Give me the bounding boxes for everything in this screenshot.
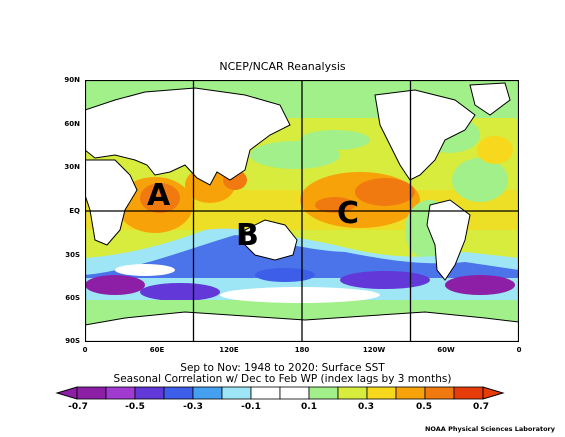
colorbar-label-neg-0-3: -0.3 <box>183 402 203 412</box>
lon-label-180: 180 <box>294 346 310 354</box>
colorbar-swatch <box>163 386 194 400</box>
region-c-label: C <box>337 196 360 231</box>
white-patch-2 <box>115 264 175 276</box>
colorbar-label-0-5: 0.5 <box>416 402 432 412</box>
colorbar-swatch <box>279 386 310 400</box>
colorbar-right-arrow <box>482 386 505 400</box>
sst-correlation-map <box>85 80 519 342</box>
lon-label-0-end: 0 <box>516 346 522 354</box>
lat-label-90s: 90S <box>65 337 80 345</box>
central-pacific-core-2 <box>315 197 355 213</box>
lat-label-eq: EQ <box>69 207 80 215</box>
colorbar-swatch <box>424 386 455 400</box>
lon-label-60w: 60W <box>437 346 455 354</box>
map-frame <box>85 80 519 342</box>
atlantic-green <box>452 158 508 202</box>
purple-patch-1 <box>85 275 145 295</box>
purple-patch-3 <box>340 271 430 289</box>
colorbar-swatch <box>366 386 397 400</box>
colorbar-swatch <box>337 386 368 400</box>
north-america <box>374 89 476 181</box>
lon-label-120e: 120E <box>219 346 239 354</box>
lat-label-60s: 60S <box>65 294 80 302</box>
colorbar-swatch <box>105 386 136 400</box>
caption-line-2: Seasonal Correlation w/ Dec to Feb WP (i… <box>113 373 452 385</box>
north-pacific-green-2 <box>300 130 370 150</box>
colorbar-swatch <box>395 386 426 400</box>
lat-label-30n: 30N <box>64 163 80 171</box>
colorbar-label-0-1: 0.1 <box>301 402 317 412</box>
eurasia <box>85 87 291 186</box>
region-a-label: A <box>147 178 171 213</box>
colorbar-label-neg-0-7: -0.7 <box>68 402 88 412</box>
colorbar-label-0-3: 0.3 <box>358 402 374 412</box>
blue-patch-1 <box>255 268 315 282</box>
colorbar-swatch <box>76 386 107 400</box>
south-america <box>426 199 471 281</box>
purple-patch-2 <box>140 283 220 301</box>
australia <box>244 219 298 261</box>
central-pacific-core <box>355 178 415 206</box>
credit-text: NOAA Physical Sciences Laboratory <box>424 425 555 433</box>
map-grid <box>85 80 519 342</box>
lon-label-60e: 60E <box>149 346 165 354</box>
map-title: NCEP/NCAR Reanalysis <box>219 60 346 73</box>
arabian-sea-warm <box>140 183 180 213</box>
lon-label-0: 0 <box>82 346 88 354</box>
colorbar-swatch <box>221 386 252 400</box>
colorbar-swatch <box>453 386 484 400</box>
africa <box>85 159 138 246</box>
lat-label-30s: 30S <box>65 251 80 259</box>
colorbar-swatch <box>308 386 339 400</box>
caption-line-1: Sep to Nov: 1948 to 2020: Surface SST <box>180 362 385 374</box>
purple-patch-4 <box>445 275 515 295</box>
colorbar-swatch <box>134 386 165 400</box>
lon-label-120w: 120W <box>362 346 386 354</box>
colorbar-swatch <box>250 386 281 400</box>
colorbar-swatch <box>192 386 223 400</box>
colorbar-label-neg-0-5: -0.5 <box>125 402 145 412</box>
colorbar-left-arrow <box>55 386 78 400</box>
lat-label-60n: 60N <box>64 120 80 128</box>
lat-label-90n: 90N <box>64 76 80 84</box>
greenland <box>469 82 511 116</box>
colorbar-label-neg-0-1: -0.1 <box>241 402 261 412</box>
atlantic-yellow <box>477 136 513 164</box>
colorbar-label-0-7: 0.7 <box>473 402 489 412</box>
region-b-label: B <box>236 218 259 253</box>
white-patch-1 <box>220 287 380 303</box>
colorbar <box>55 386 505 400</box>
